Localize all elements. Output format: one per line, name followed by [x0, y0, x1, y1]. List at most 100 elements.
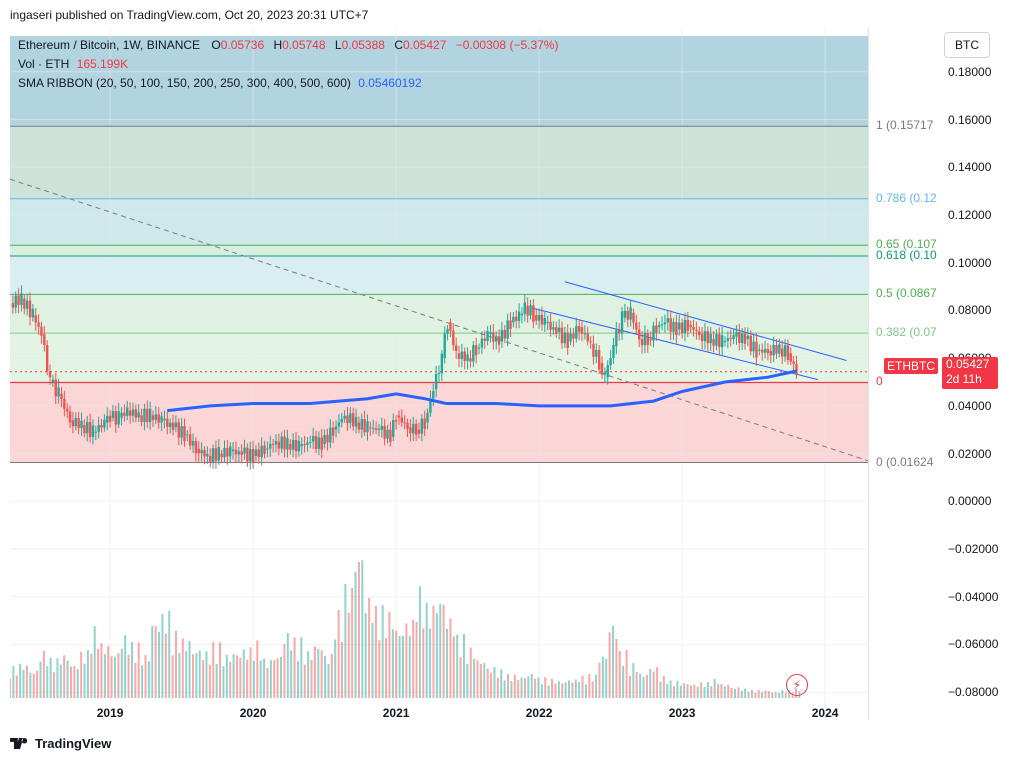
candle-body	[369, 427, 372, 429]
candle-body	[271, 443, 275, 445]
candle-body	[672, 322, 675, 332]
candle-body	[640, 339, 644, 346]
candle-body	[652, 325, 655, 341]
volume-bar	[429, 628, 432, 698]
candle-body	[154, 414, 158, 420]
candle-body	[403, 422, 406, 424]
candle-body	[289, 444, 292, 450]
candle-body	[595, 350, 598, 357]
tradingview-logo[interactable]: TradingView	[10, 736, 111, 751]
candle-body	[300, 444, 303, 447]
volume-bar	[127, 654, 130, 698]
volume-bar	[120, 648, 123, 698]
volume-bar	[158, 631, 161, 698]
volume-bar	[689, 685, 692, 698]
candle-body	[680, 322, 684, 333]
candle-body	[20, 293, 23, 305]
candle-body	[658, 325, 661, 328]
candle-body	[71, 420, 75, 427]
change-value: −0.00308 (−5.37%)	[455, 38, 559, 52]
volume-bar	[418, 586, 421, 698]
events-bolt-icon[interactable]: ⚡	[786, 674, 808, 696]
candle-body	[94, 431, 97, 433]
candle-body	[635, 322, 638, 330]
volume-bar	[496, 677, 499, 698]
volume-bar	[229, 661, 232, 698]
candle-body	[366, 421, 369, 433]
candle-body	[274, 440, 278, 445]
candle-body	[231, 449, 235, 452]
candle-body	[437, 373, 441, 375]
volume-bar	[293, 637, 296, 698]
candle-body	[45, 345, 49, 372]
candle-body	[489, 332, 492, 335]
volume-bar	[622, 665, 625, 698]
candle-body	[649, 339, 652, 341]
candle-body	[452, 330, 455, 346]
candle-body	[412, 423, 415, 434]
candle-body	[209, 455, 212, 463]
volume-bar	[757, 690, 760, 698]
volume-bar	[608, 632, 611, 698]
volume-bar	[391, 629, 394, 698]
candle-body	[257, 449, 261, 458]
volume-bar	[63, 655, 66, 698]
candle-body	[718, 334, 721, 348]
volume-bar	[628, 675, 631, 698]
volume-bar	[750, 690, 753, 698]
candle-body	[183, 426, 186, 442]
candle-body	[220, 453, 223, 458]
candle-body	[203, 449, 206, 457]
volume-bar	[310, 659, 313, 698]
candle-body	[603, 372, 607, 375]
volume-bar	[296, 661, 299, 698]
candle-body	[37, 322, 40, 327]
volume-bar	[276, 658, 279, 698]
volume-bar	[442, 604, 445, 698]
candle-body	[354, 417, 358, 427]
candle-body	[449, 322, 452, 331]
symbol-title[interactable]: Ethereum / Bitcoin, 1W, BINANCE	[18, 38, 201, 52]
volume-bar	[439, 603, 442, 698]
candle-body	[417, 429, 421, 434]
candle-body	[320, 437, 323, 450]
volume-bar	[19, 663, 22, 698]
volume-bar	[605, 658, 608, 698]
volume-bar	[557, 681, 560, 698]
volume-bar	[97, 648, 100, 698]
chart-plot-area[interactable]	[10, 28, 869, 720]
volume-bar	[110, 656, 113, 698]
volume-bar	[486, 668, 489, 698]
volume-bar	[198, 650, 201, 698]
volume-bar	[307, 651, 310, 698]
volume-bar	[595, 674, 598, 698]
candle-body	[454, 345, 458, 351]
candle-body	[314, 436, 318, 449]
price-axis[interactable]: 0.18000 0.16000 0.14000 0.12000 0.10000 0.080…	[868, 28, 1024, 720]
candle-body	[128, 410, 132, 416]
candle-body	[523, 302, 526, 314]
volume-bar	[185, 651, 188, 698]
candle-body	[117, 411, 120, 425]
candle-body	[263, 445, 266, 455]
volume-bar	[415, 621, 418, 698]
volume-bar	[500, 669, 503, 698]
candle-body	[380, 425, 383, 430]
volume-bar	[235, 655, 238, 698]
fib-level-label: 0	[876, 374, 883, 389]
price-tick-label: −0.06000	[948, 637, 999, 652]
scale-currency-button[interactable]: BTC	[944, 32, 990, 58]
open-label: O	[211, 38, 221, 52]
time-axis[interactable]: 2019 2020 2021 2022 2023 2024	[10, 700, 868, 722]
volume-bar	[249, 647, 252, 698]
volume-bar	[781, 690, 784, 698]
candle-body	[211, 448, 215, 463]
candle-body	[715, 334, 718, 346]
volume-bar	[269, 660, 272, 698]
volume-bar	[36, 670, 39, 698]
sma-label[interactable]: SMA RIBBON (20, 50, 100, 150, 200, 250, …	[18, 76, 351, 90]
volume-bar	[635, 672, 638, 698]
candle-body	[632, 312, 635, 323]
volume-label[interactable]: Vol · ETH	[18, 57, 70, 71]
candle-body	[786, 345, 790, 360]
